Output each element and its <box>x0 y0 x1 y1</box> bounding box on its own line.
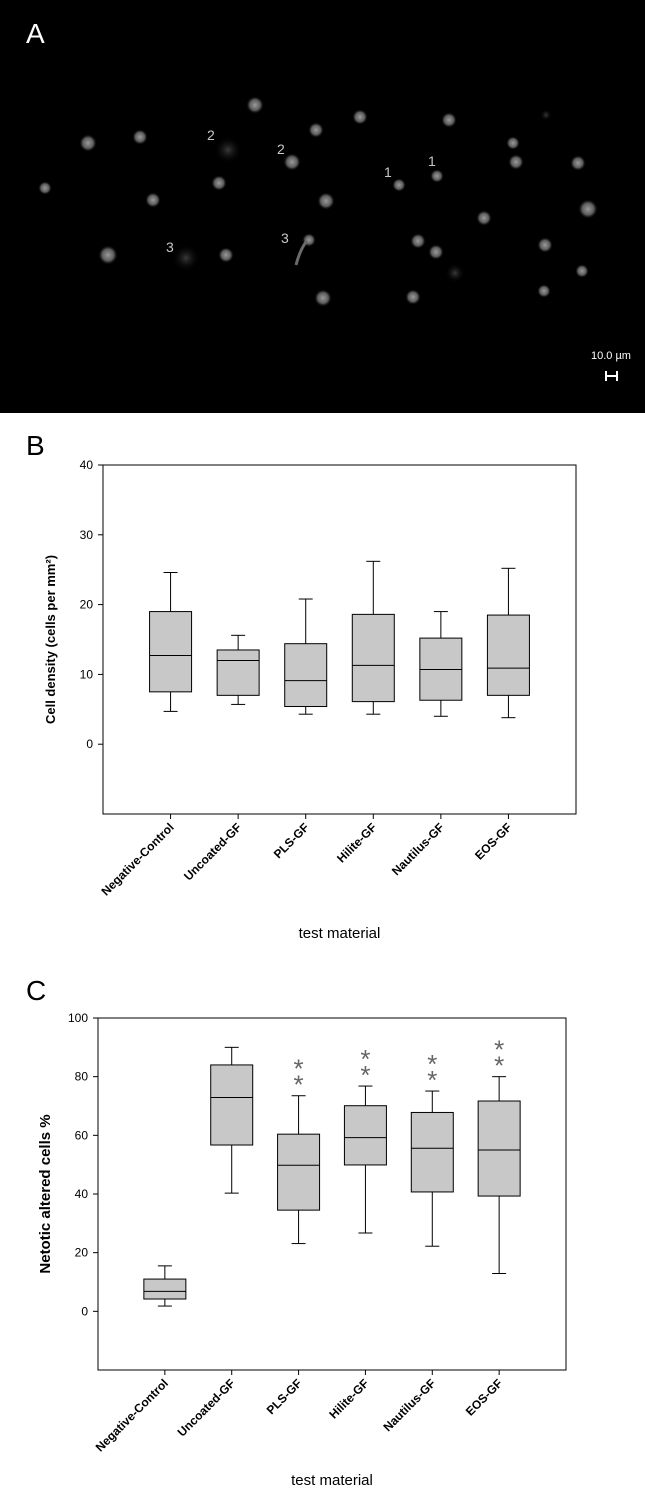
y-tick-label: 30 <box>80 528 94 542</box>
x-tick-label: EOS-GF <box>463 1376 505 1418</box>
y-tick-label: 20 <box>75 1246 89 1260</box>
scale-bar-label: 10.0 µm <box>591 350 631 362</box>
nucleus <box>172 244 200 272</box>
nucleus <box>537 237 553 253</box>
box-iqr <box>486 614 530 696</box>
box-iqr <box>143 1278 187 1300</box>
x-tick-label: Negative-Control <box>98 820 176 898</box>
nucleus <box>578 199 598 219</box>
nucleus <box>294 241 308 266</box>
x-tick-label: PLS-GF <box>264 1376 305 1417</box>
box-iqr <box>477 1100 521 1197</box>
x-tick-label: Nautilus-GF <box>380 1376 438 1434</box>
y-tick-label: 60 <box>75 1128 89 1142</box>
x-tick-label: Hilite-GF <box>334 820 379 865</box>
cell-label: 2 <box>207 127 215 143</box>
nucleus <box>132 129 148 145</box>
nucleus <box>214 136 242 164</box>
nucleus <box>445 263 465 283</box>
x-tick-label: Uncoated-GF <box>181 820 244 883</box>
y-axis-label: Netotic altered cells % <box>37 1114 54 1273</box>
cell-field <box>38 96 618 381</box>
netotic-cells-boxplot: 0 20 40 60 80 100 Negative-Control Uncoated-GF P… <box>37 1011 567 1489</box>
y-axis-label: Cell density (cells per mm²) <box>43 555 58 724</box>
nucleus <box>430 169 444 183</box>
x-tick-label: Negative-Control <box>93 1376 171 1454</box>
nucleus <box>218 247 234 263</box>
nucleus <box>392 178 406 192</box>
x-tick-label: PLS-GF <box>271 820 312 861</box>
scale-bar <box>605 371 618 381</box>
y-tick-label: 40 <box>75 1187 89 1201</box>
y-tick-label: 0 <box>86 737 93 751</box>
cell-label: 1 <box>428 153 436 169</box>
significance-asterisk: * <box>494 1035 504 1065</box>
box-iqr <box>277 1133 321 1211</box>
cell-label: 3 <box>281 230 289 246</box>
nucleus <box>314 289 332 307</box>
x-tick-label: EOS-GF <box>472 820 514 862</box>
nucleus <box>308 122 324 138</box>
nucleus <box>98 245 118 265</box>
panel-a-letter: A <box>26 18 45 49</box>
x-axis-label: test material <box>291 1472 373 1489</box>
x-tick-label: Nautilus-GF <box>389 820 447 878</box>
nucleus <box>476 210 492 226</box>
nucleus <box>317 192 335 210</box>
nucleus <box>441 112 457 128</box>
nucleus <box>246 96 264 114</box>
cell-nuclei <box>38 96 598 307</box>
significance-asterisk: * <box>427 1049 437 1079</box>
nucleus <box>145 192 161 208</box>
y-tick-label: 0 <box>81 1304 88 1318</box>
cell-label: 3 <box>166 239 174 255</box>
nucleus <box>428 244 444 260</box>
nucleus <box>352 109 368 125</box>
nucleus <box>570 155 586 171</box>
nucleus <box>410 233 426 249</box>
panel-c-letter: C <box>26 975 47 1006</box>
nucleus <box>38 181 52 195</box>
box-iqr <box>284 643 328 708</box>
nucleus <box>405 289 421 305</box>
plot-frame <box>102 464 577 815</box>
x-tick-label: Uncoated-GF <box>175 1376 238 1439</box>
nucleus <box>211 175 227 191</box>
box-iqr <box>410 1111 454 1193</box>
box-iqr <box>216 649 260 696</box>
nucleus <box>537 284 551 298</box>
box-iqr <box>351 613 395 703</box>
box-iqr <box>343 1105 387 1166</box>
significance-asterisk: * <box>427 1065 437 1095</box>
panel-b-letter: B <box>26 430 45 461</box>
y-tick-label: 20 <box>80 598 94 612</box>
nucleus <box>283 153 301 171</box>
nucleus <box>575 264 589 278</box>
cell-label: 2 <box>277 141 285 157</box>
microscopy-image: A 2 2 1 1 3 3 10.0 µm <box>0 0 645 413</box>
box-iqr <box>210 1064 254 1146</box>
significance-asterisk: * <box>494 1051 504 1081</box>
significance-asterisk: * <box>360 1044 370 1074</box>
y-tick-label: 100 <box>68 1011 88 1025</box>
nucleus <box>508 154 524 170</box>
nucleus <box>540 109 552 121</box>
y-tick-label: 40 <box>80 458 94 472</box>
x-tick-label: Hilite-GF <box>326 1376 371 1421</box>
box-iqr <box>149 611 193 693</box>
cell-density-boxplot: 0 10 20 30 40 Negative-Control Uncoated-GF PLS-… <box>43 458 577 940</box>
x-axis-label: test material <box>299 925 381 940</box>
y-tick-label: 10 <box>80 667 94 681</box>
nucleus <box>79 134 97 152</box>
significance-asterisk: * <box>294 1070 304 1100</box>
significance-asterisk: * <box>360 1060 370 1090</box>
y-tick-label: 80 <box>75 1070 89 1084</box>
nucleus <box>506 136 520 150</box>
significance-asterisk: * <box>294 1054 304 1084</box>
cell-label: 1 <box>384 164 392 180</box>
